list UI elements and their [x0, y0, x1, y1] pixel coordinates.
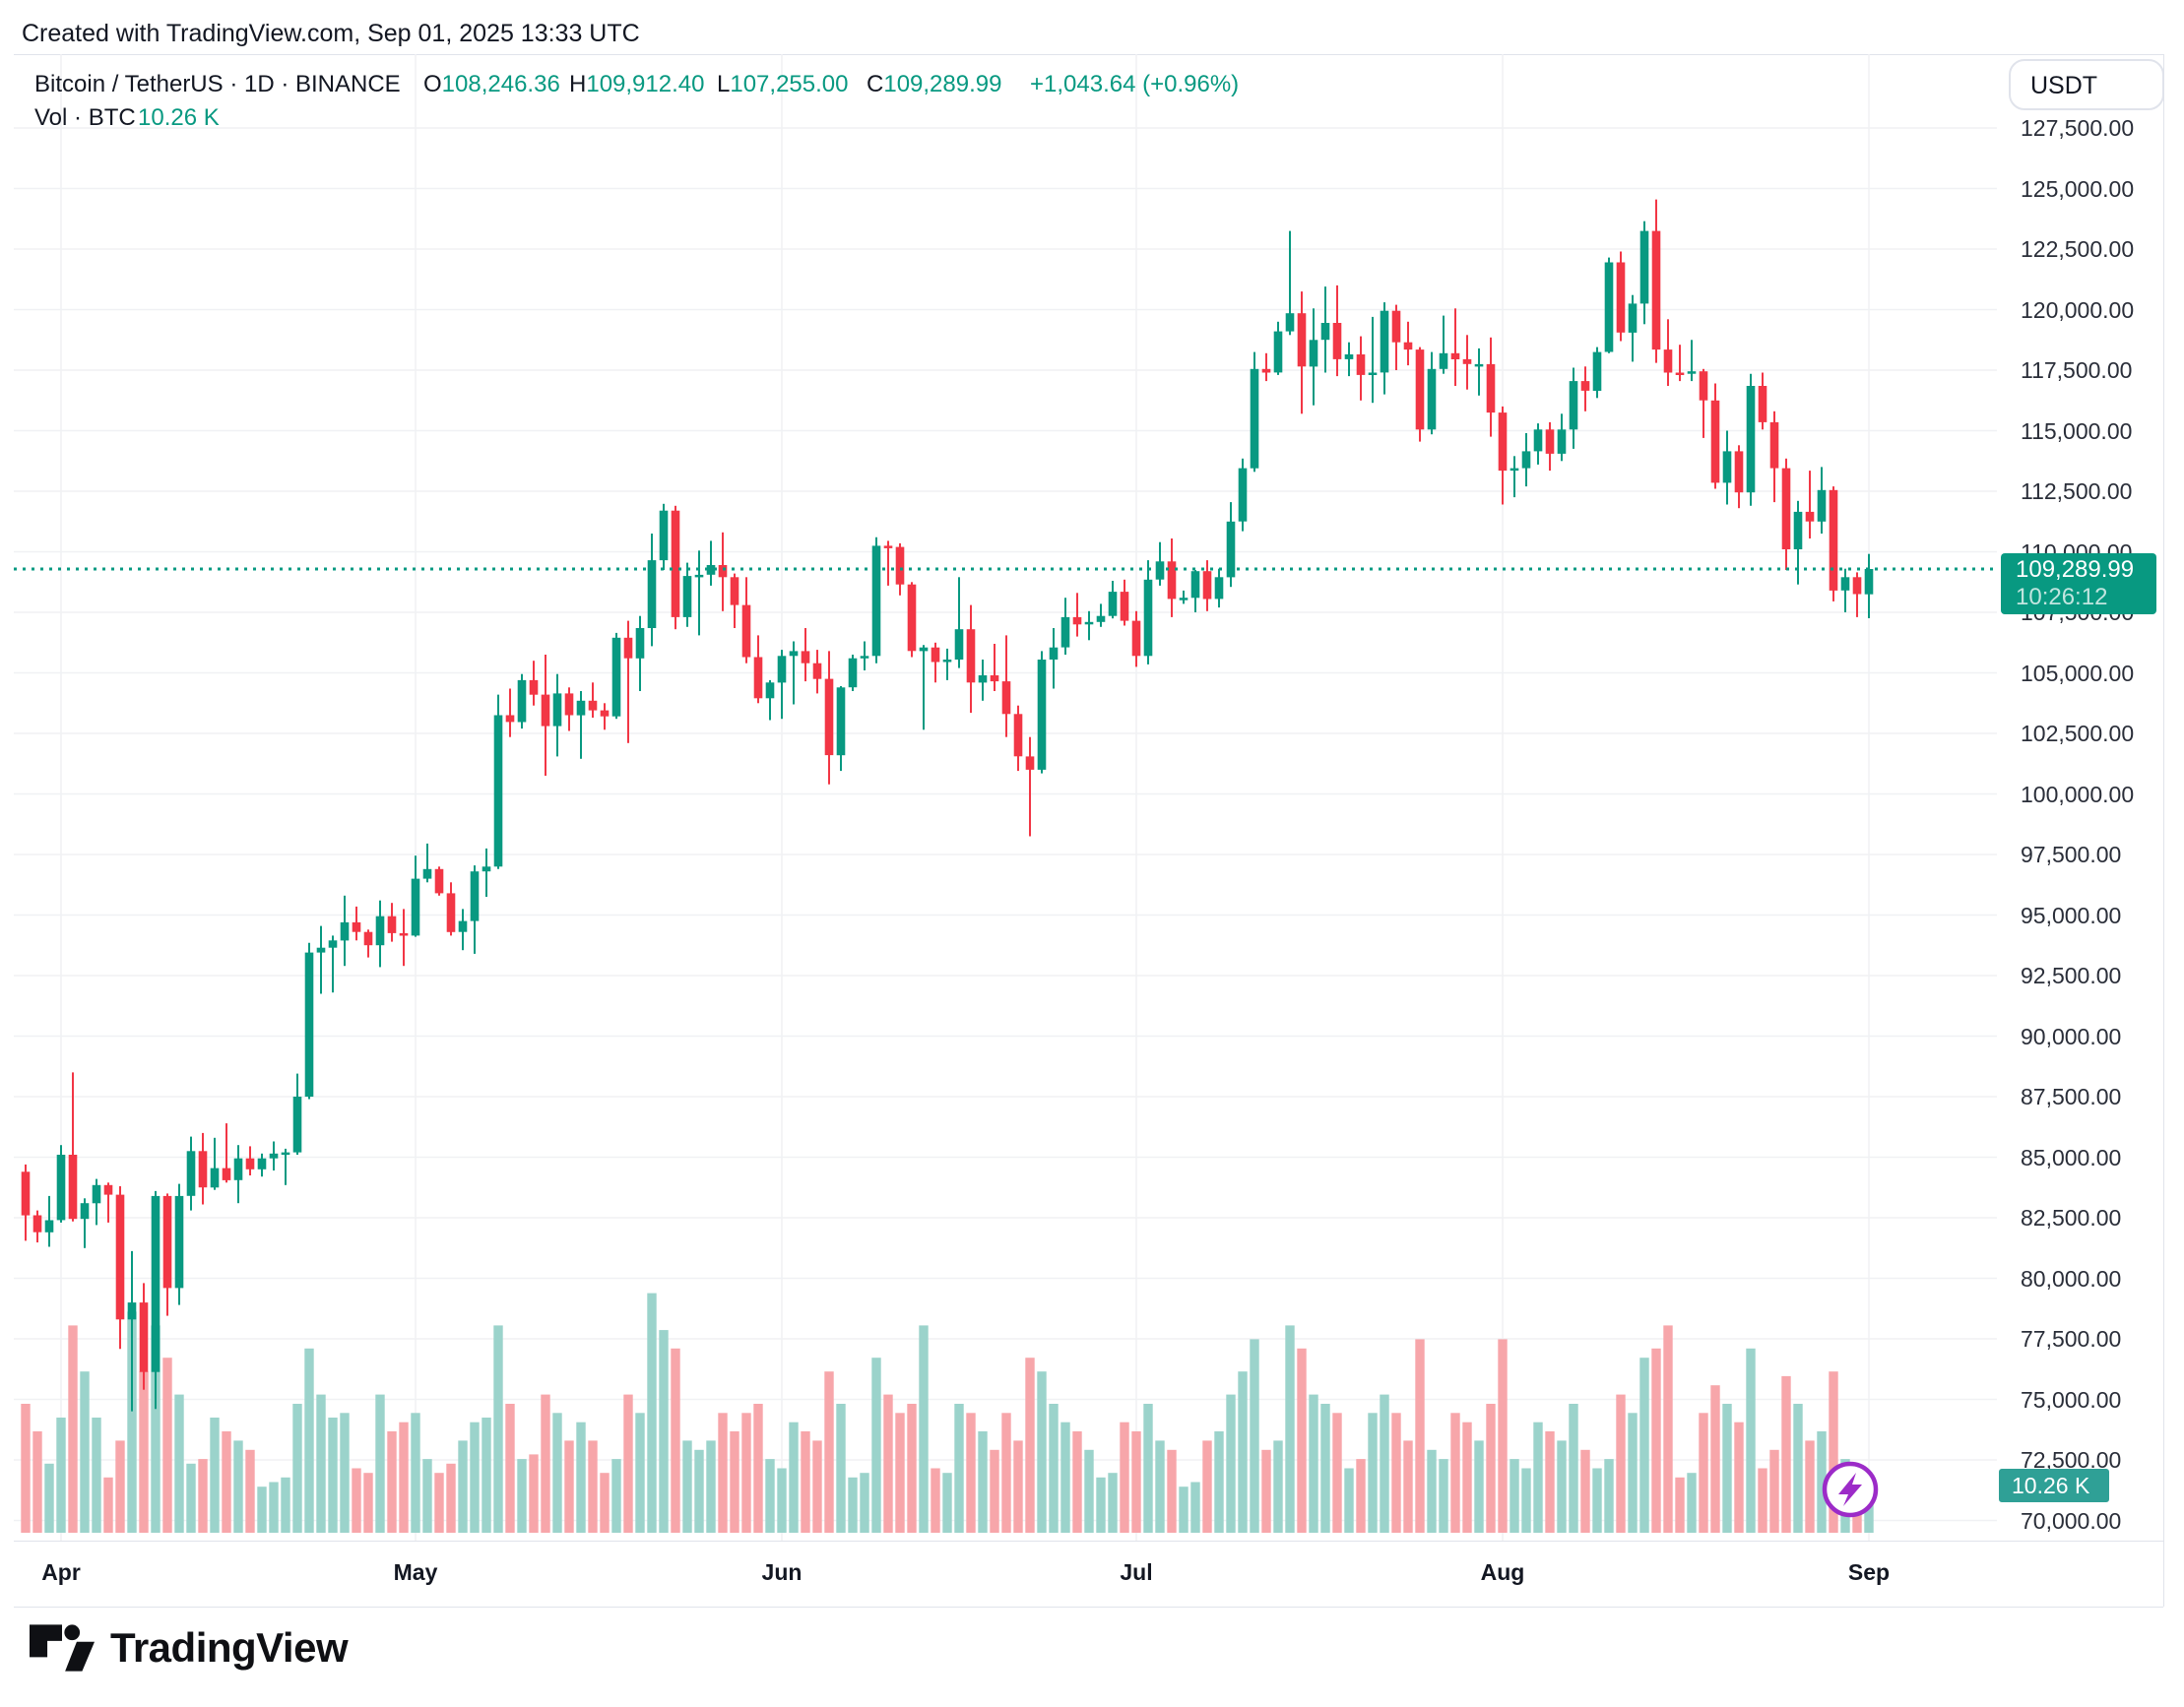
time-axis-label: Jul [1120, 1559, 1153, 1585]
price-axis-label: 70,000.00 [2021, 1507, 2122, 1534]
price-axis-label: 120,000.00 [2021, 296, 2135, 323]
price-axis-label: 122,500.00 [2021, 236, 2135, 262]
price-axis-label: 85,000.00 [2021, 1144, 2122, 1170]
brand-name: TradingView [110, 1624, 349, 1671]
price-axis-label: 72,500.00 [2021, 1447, 2122, 1473]
time-axis-label: Jun [761, 1559, 803, 1585]
change-value: +1,043.64 (+0.96%) [1030, 71, 1240, 97]
currency-button[interactable]: USDT [2009, 59, 2164, 110]
widget-right-border [2163, 54, 2164, 1607]
price-axis-label: 117,500.00 [2021, 357, 2133, 383]
volume-axis-badge: 10.26 K [1999, 1469, 2109, 1502]
volume-label: Vol · BTC [34, 104, 136, 131]
price-axis-label: 87,500.00 [2021, 1084, 2122, 1109]
widget-top-border [14, 54, 2163, 55]
price-axis-label: 90,000.00 [2021, 1023, 2122, 1049]
time-axis-label: Apr [41, 1559, 81, 1585]
symbol-title[interactable]: Bitcoin / TetherUS · 1D · BINANCE [34, 71, 401, 97]
price-axis-label: 80,000.00 [2021, 1265, 2122, 1292]
high-label: H [569, 71, 587, 97]
tradingview-footer-logo[interactable]: TradingView [30, 1624, 349, 1672]
time-axis-label: Aug [1480, 1559, 1525, 1585]
volume-value: 10.26 K [138, 104, 220, 131]
price-axis-label: 92,500.00 [2021, 963, 2122, 988]
price-axis-label: 82,500.00 [2021, 1205, 2122, 1231]
credit-text: Created with TradingView.com, Sep 01, 20… [22, 20, 640, 47]
low-value: 107,255.00 [730, 71, 849, 97]
flash-event-marker-icon[interactable] [1820, 1459, 1881, 1520]
low-label: L [717, 71, 731, 97]
time-axis-label: May [393, 1559, 438, 1585]
price-axis-label: 125,000.00 [2021, 175, 2135, 202]
price-axis-label: 102,500.00 [2021, 721, 2135, 746]
time-axis-label: Sep [1847, 1559, 1891, 1585]
price-axis-label: 77,500.00 [2021, 1326, 2122, 1352]
price-axis-label: 115,000.00 [2021, 417, 2133, 444]
price-axis-label: 112,500.00 [2021, 478, 2133, 504]
open-value: 108,246.36 [441, 71, 560, 97]
price-axis-label: 75,000.00 [2021, 1386, 2122, 1413]
open-label: O [423, 71, 442, 97]
bar-countdown: 10:26:12 [2016, 584, 2108, 610]
tradingview-logo-icon [30, 1624, 95, 1672]
last-price-value: 109,289.99 [2016, 556, 2135, 583]
widget-bottom-border [14, 1607, 2163, 1608]
high-value: 109,912.40 [586, 71, 705, 97]
price-axis-label: 105,000.00 [2021, 660, 2135, 686]
last-price-badge: 109,289.99 10:26:12 [2001, 553, 2156, 614]
price-axis-label: 95,000.00 [2021, 902, 2122, 928]
price-axis-label: 97,500.00 [2021, 842, 2122, 867]
close-label: C [867, 71, 884, 97]
price-axis-label: 127,500.00 [2021, 115, 2135, 141]
chart-bottom-border [14, 1541, 2163, 1542]
close-value: 109,289.99 [883, 71, 1002, 97]
price-axis-label: 100,000.00 [2021, 781, 2135, 807]
